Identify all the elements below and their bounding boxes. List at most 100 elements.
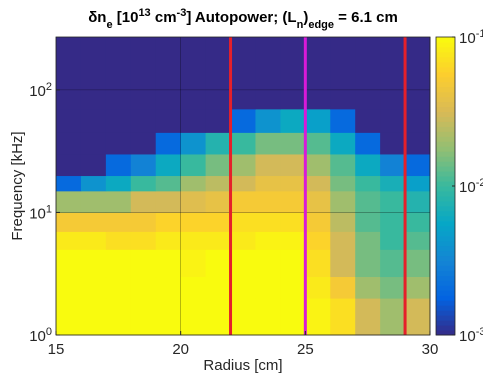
heat-cell bbox=[405, 153, 431, 177]
heat-cell bbox=[255, 132, 281, 155]
colorbar-segment bbox=[436, 106, 455, 112]
colorbar-tick-label-base: 10 bbox=[459, 30, 476, 47]
heat-cell bbox=[130, 175, 157, 192]
colorbar-segment bbox=[436, 111, 455, 117]
colorbar-segment bbox=[436, 131, 455, 137]
heat-cell bbox=[180, 249, 207, 278]
heat-cell bbox=[155, 37, 182, 91]
heat-cell bbox=[56, 249, 82, 278]
heat-cell bbox=[330, 249, 356, 278]
heat-cell bbox=[305, 190, 331, 213]
x-tick-label: 30 bbox=[422, 341, 439, 358]
colorbar-segment bbox=[436, 250, 455, 257]
heat-cell bbox=[155, 153, 182, 177]
heat-cell bbox=[380, 153, 406, 177]
y-tick-label-exponent: 0 bbox=[46, 326, 52, 338]
heat-cell bbox=[56, 231, 82, 250]
colorbar-segment bbox=[436, 210, 455, 217]
title-part: δn bbox=[88, 9, 106, 26]
heat-cell bbox=[380, 175, 406, 192]
heat-cell bbox=[180, 132, 207, 155]
heat-cell bbox=[105, 108, 132, 133]
heat-cell bbox=[205, 276, 232, 299]
heat-cell bbox=[405, 212, 431, 232]
x-tick-label: 15 bbox=[48, 341, 65, 358]
heat-cell bbox=[205, 89, 232, 110]
heat-cell bbox=[80, 212, 107, 232]
heat-cell bbox=[205, 249, 232, 278]
heat-cell bbox=[380, 37, 406, 91]
heat-cell bbox=[330, 276, 356, 299]
y-tick-label-base: 10 bbox=[29, 205, 46, 222]
colorbar-segment bbox=[436, 166, 455, 172]
colorbar-segment bbox=[436, 56, 455, 63]
colorbar-segment bbox=[436, 186, 455, 192]
heat-cell bbox=[380, 89, 406, 110]
heat-cell bbox=[330, 190, 356, 213]
heat-cell bbox=[155, 89, 182, 110]
colorbar-segment bbox=[436, 325, 455, 331]
heat-cell bbox=[205, 108, 232, 133]
heat-cell bbox=[155, 298, 182, 336]
colorbar-segment bbox=[436, 46, 455, 53]
heat-cell bbox=[80, 298, 107, 336]
heat-cell bbox=[380, 249, 406, 278]
heat-cell bbox=[155, 175, 182, 192]
heat-cell bbox=[130, 190, 157, 213]
heat-cell bbox=[155, 132, 182, 155]
colorbar-tick-label: 10-2 bbox=[459, 177, 483, 196]
colorbar-segment bbox=[436, 200, 455, 207]
heat-cell bbox=[280, 298, 306, 336]
heat-cell bbox=[405, 276, 431, 299]
heat-cell bbox=[155, 190, 182, 213]
colorbar-tick-label-base: 10 bbox=[459, 179, 476, 196]
colorbar-segment bbox=[436, 215, 455, 222]
heat-cell bbox=[180, 190, 207, 213]
heat-cell bbox=[155, 249, 182, 278]
heat-cell bbox=[56, 298, 82, 336]
chart-title: δne [1013 cm-3] Autopower; (Ln)edge = 6.… bbox=[88, 7, 398, 31]
colorbar-segment bbox=[436, 146, 455, 152]
heat-cell bbox=[305, 298, 331, 336]
heat-cell bbox=[405, 298, 431, 336]
heat-cell bbox=[380, 212, 406, 232]
heat-cell bbox=[255, 249, 281, 278]
heat-cell bbox=[305, 108, 331, 133]
heat-cell bbox=[255, 298, 281, 336]
y-tick-label-exponent: 1 bbox=[46, 203, 52, 215]
heat-cell bbox=[80, 249, 107, 278]
heat-cell bbox=[155, 212, 182, 232]
heat-cell bbox=[205, 231, 232, 250]
heat-cell bbox=[230, 190, 256, 213]
heat-cell bbox=[255, 212, 281, 232]
heat-cell bbox=[130, 212, 157, 232]
colorbar-segment bbox=[436, 51, 455, 58]
heat-cell bbox=[230, 153, 256, 177]
heat-cell bbox=[56, 37, 82, 91]
heat-cell bbox=[305, 231, 331, 250]
heat-cell bbox=[355, 298, 381, 336]
heat-cell bbox=[56, 212, 82, 232]
colorbar-segment bbox=[436, 310, 455, 316]
colorbar-segment bbox=[436, 235, 455, 242]
colorbar-tick-label-base: 10 bbox=[459, 328, 476, 345]
heat-cell bbox=[255, 37, 281, 91]
colorbar-segment bbox=[436, 136, 455, 142]
colorbar-segment bbox=[436, 91, 455, 98]
colorbar-segment bbox=[436, 126, 455, 132]
colorbar-segment bbox=[436, 176, 455, 182]
heat-cell bbox=[330, 231, 356, 250]
heat-cell bbox=[330, 108, 356, 133]
heat-cell bbox=[180, 175, 207, 192]
heat-cell bbox=[105, 249, 132, 278]
heat-cell bbox=[255, 276, 281, 299]
y-tick-label-base: 10 bbox=[29, 328, 46, 345]
heat-cell bbox=[305, 249, 331, 278]
heat-cell bbox=[105, 132, 132, 155]
heat-cell bbox=[230, 89, 256, 110]
heat-cell bbox=[180, 37, 207, 91]
heat-cell bbox=[305, 153, 331, 177]
heat-cell bbox=[405, 108, 431, 133]
heat-cell bbox=[105, 175, 132, 192]
